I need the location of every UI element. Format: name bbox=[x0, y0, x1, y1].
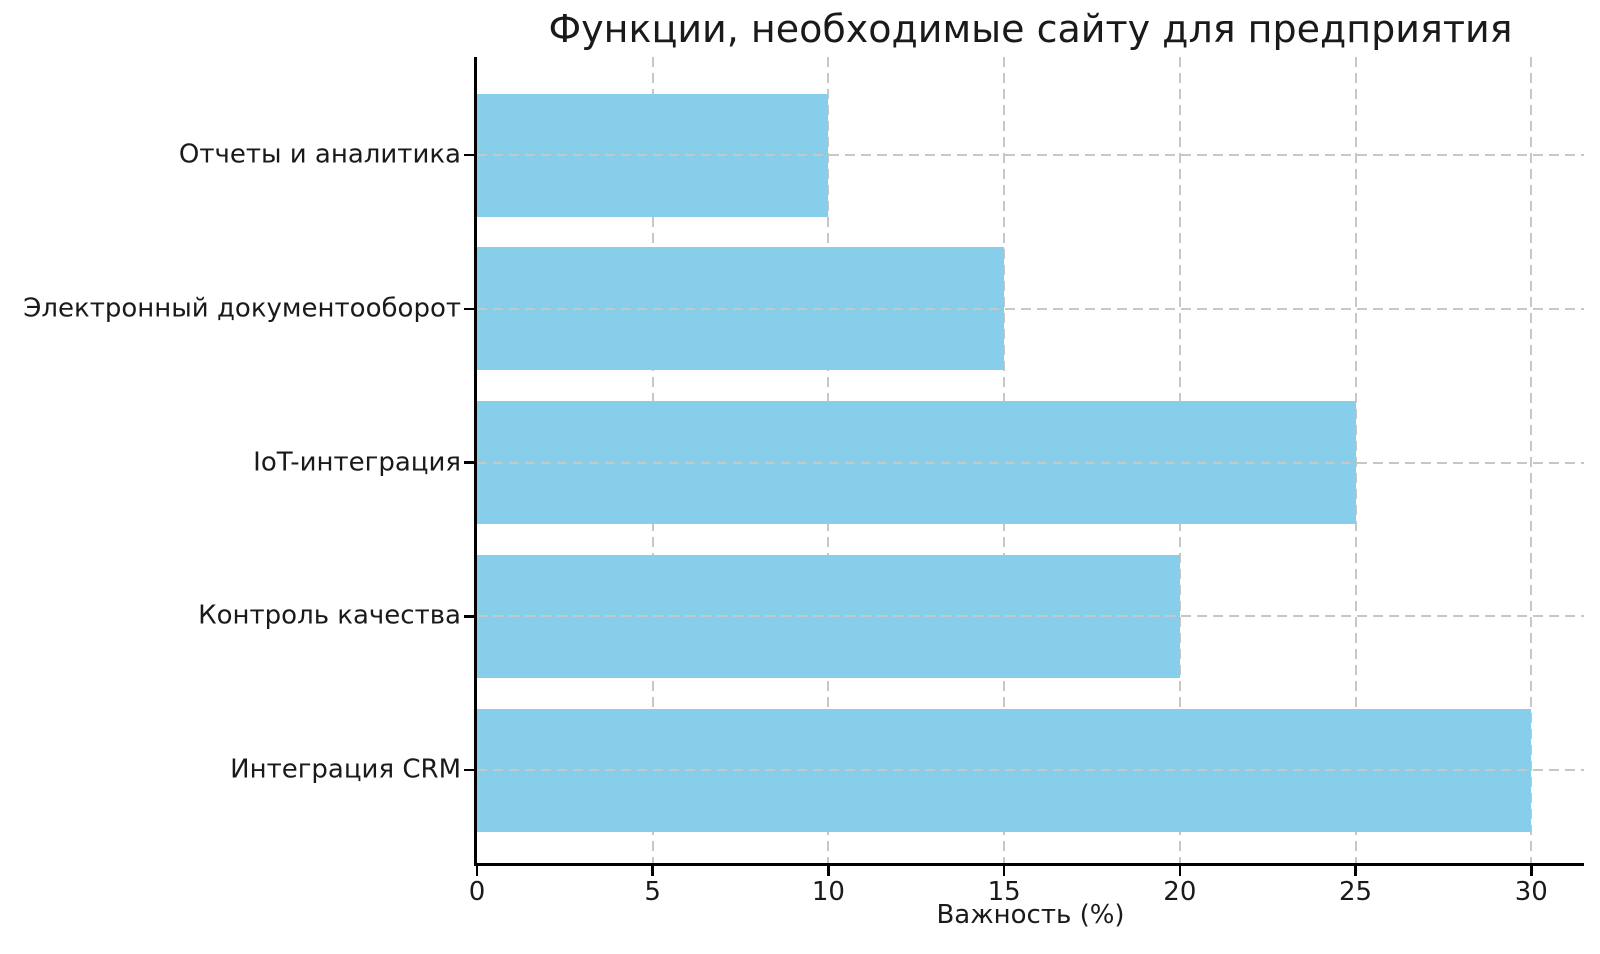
y-category-label: IoT-интеграция bbox=[253, 447, 461, 478]
x-gridline bbox=[1354, 57, 1357, 863]
x-tick-label: 25 bbox=[1339, 877, 1373, 907]
y-tick bbox=[464, 307, 474, 310]
y-gridline bbox=[477, 461, 1584, 464]
x-tick bbox=[475, 866, 479, 876]
x-axis-spine bbox=[474, 863, 1584, 866]
chart-title: Функции, необходимые сайту для предприят… bbox=[548, 7, 1513, 51]
x-tick bbox=[651, 866, 654, 876]
x-tick-label: 0 bbox=[468, 877, 486, 907]
y-category-label: Контроль качества bbox=[198, 600, 461, 631]
y-gridline bbox=[477, 769, 1584, 771]
x-tick bbox=[827, 866, 830, 876]
y-tick bbox=[464, 461, 474, 464]
y-tick bbox=[464, 615, 474, 618]
y-gridline bbox=[477, 154, 1584, 156]
x-tick bbox=[1002, 866, 1006, 876]
x-tick bbox=[1178, 866, 1182, 876]
x-tick-label: 15 bbox=[987, 877, 1021, 907]
x-tick bbox=[1530, 866, 1533, 876]
y-axis-spine bbox=[474, 57, 477, 866]
y-category-label: Отчеты и аналитика bbox=[178, 139, 461, 170]
x-axis-label: Важность (%) bbox=[936, 900, 1125, 930]
x-tick-label: 30 bbox=[1514, 877, 1548, 907]
x-tick-label: 5 bbox=[644, 877, 661, 907]
y-gridline bbox=[477, 307, 1584, 310]
x-tick-label: 20 bbox=[1163, 877, 1197, 907]
y-category-label: Интеграция CRM bbox=[230, 754, 461, 785]
y-category-label: Электронный документооборот bbox=[23, 293, 461, 324]
x-tick-label: 10 bbox=[811, 877, 845, 907]
x-tick bbox=[1354, 866, 1357, 876]
y-tick bbox=[464, 768, 474, 772]
plot-area: 0 5 10 15 20 25 30 Отчеты и аналитика Электронны… bbox=[23, 57, 1584, 906]
y-tick bbox=[464, 153, 474, 157]
x-gridline bbox=[1530, 57, 1533, 863]
y-gridline bbox=[477, 615, 1584, 618]
